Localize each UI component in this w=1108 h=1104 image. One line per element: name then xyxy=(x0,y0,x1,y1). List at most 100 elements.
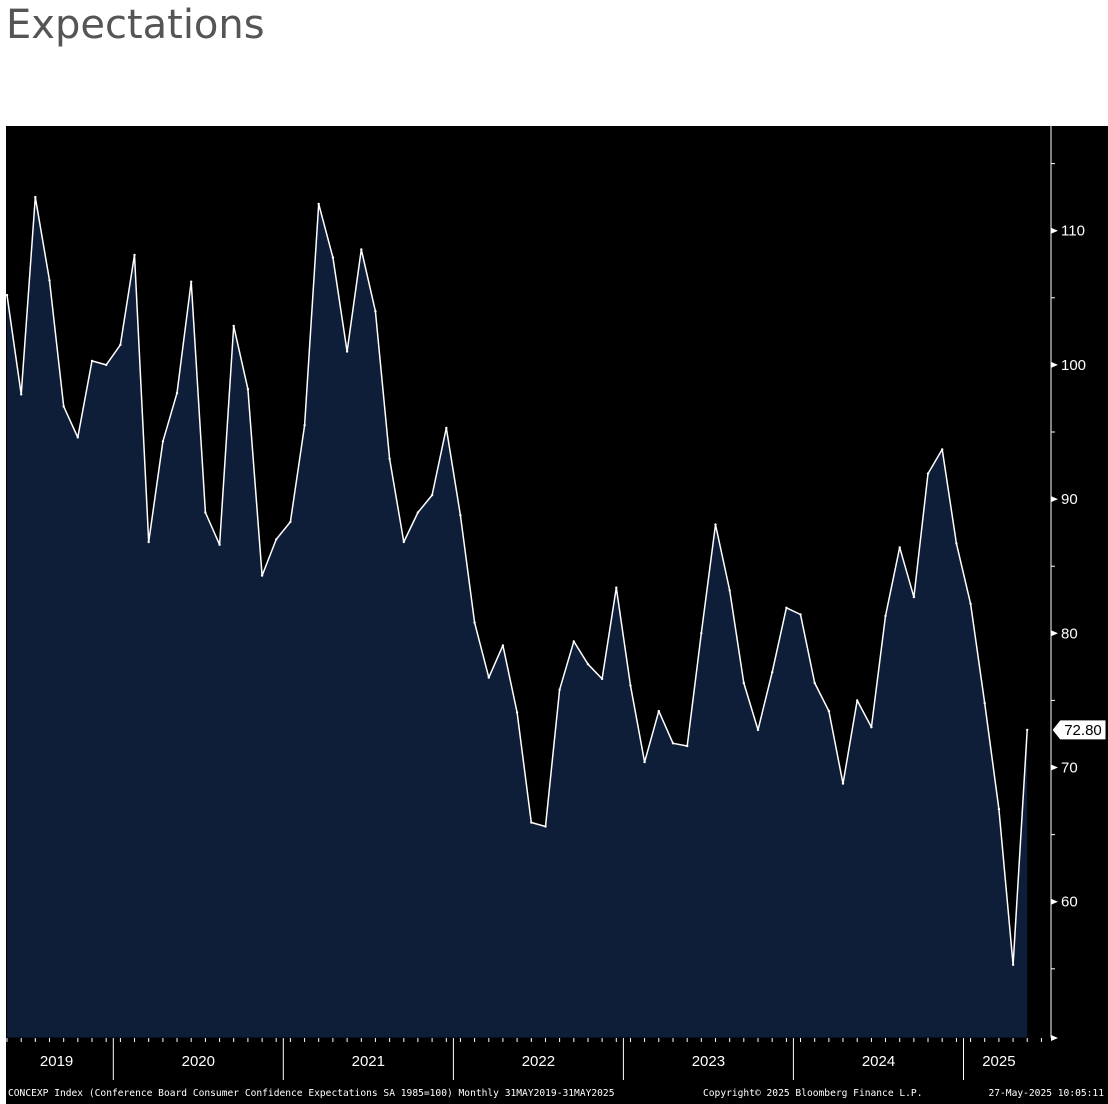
data-point-2024-04 xyxy=(841,782,845,785)
data-point-2020-11 xyxy=(260,574,264,577)
y-tick-label-70: 70 xyxy=(1061,760,1078,777)
data-point-2025-01 xyxy=(969,602,972,605)
data-point-2020-06 xyxy=(190,280,193,283)
data-point-2020-07 xyxy=(204,511,207,514)
data-point-2023-04 xyxy=(671,742,675,745)
data-point-2024-09 xyxy=(912,595,916,599)
data-point-2020-05 xyxy=(175,391,179,395)
data-point-2024-07 xyxy=(884,614,887,618)
x-axis: 2019 2020 2021 2022 2023 2024 2025 xyxy=(6,1037,1051,1080)
data-point-2024-05 xyxy=(856,699,859,702)
y-tick-mark-100 xyxy=(1051,361,1058,368)
y-tick-mark-80 xyxy=(1051,630,1058,637)
y-tick-label-60: 60 xyxy=(1061,894,1078,911)
y-tick-mark-110 xyxy=(1051,227,1058,234)
x-year-label-2024: 2024 xyxy=(862,1053,895,1070)
data-point-2023-10 xyxy=(756,728,760,732)
data-point-2024-02 xyxy=(813,681,816,685)
x-year-label-2022: 2022 xyxy=(522,1053,555,1070)
data-point-2020-10 xyxy=(246,387,250,391)
data-point-2020-08 xyxy=(218,543,221,546)
data-point-2024-06 xyxy=(870,726,873,729)
data-point-2024-03 xyxy=(827,709,831,713)
data-point-2020-12 xyxy=(275,538,278,541)
x-year-label-2025: 2025 xyxy=(982,1053,1015,1070)
data-point-2019-08 xyxy=(48,279,51,282)
data-point-2022-06 xyxy=(530,821,533,824)
data-point-2021-03 xyxy=(317,202,320,206)
data-point-2022-11 xyxy=(600,677,604,681)
y-tick-mark-bottom xyxy=(1051,1035,1058,1041)
data-point-2023-06 xyxy=(700,632,703,635)
data-point-2022-08 xyxy=(558,688,561,691)
data-point-2021-11 xyxy=(430,493,434,497)
data-point-2019-11 xyxy=(90,359,94,363)
y-tick-mark-90 xyxy=(1051,496,1058,503)
data-point-2023-02 xyxy=(643,760,646,764)
data-point-2021-04 xyxy=(331,256,335,259)
data-point-2023-05 xyxy=(686,744,689,748)
y-tick-label-100: 100 xyxy=(1061,357,1086,374)
data-point-2021-12 xyxy=(445,426,448,430)
data-point-2022-02 xyxy=(473,621,476,624)
data-point-2019-09 xyxy=(62,405,65,408)
y-axis-ticks: 60 70 80 90 100 110 xyxy=(1051,163,1086,1041)
last-value-label: 72.80 xyxy=(1064,722,1102,739)
data-point-2019-12 xyxy=(105,363,108,367)
footer-timestamp: 27-May-2025 10:05:11 xyxy=(988,1088,1104,1099)
data-point-2022-09 xyxy=(572,640,575,643)
data-point-2022-12 xyxy=(615,586,618,589)
data-point-2024-11 xyxy=(941,448,944,451)
data-point-2025-02 xyxy=(983,701,986,705)
data-point-2022-05 xyxy=(515,711,519,714)
data-point-2023-01 xyxy=(629,684,632,687)
data-point-2020-01 xyxy=(119,343,122,346)
data-point-2020-09 xyxy=(232,324,235,328)
data-point-2021-06 xyxy=(360,248,363,251)
data-point-2022-07 xyxy=(544,825,547,828)
data-point-2024-08 xyxy=(898,546,901,549)
data-point-2021-01 xyxy=(289,520,292,524)
footer-copyright: Copyright© 2025 Bloomberg Finance L.P. xyxy=(703,1088,923,1099)
last-value-box xyxy=(1051,719,1107,741)
data-point-2019-06 xyxy=(20,393,23,396)
data-point-2020-03 xyxy=(147,540,150,544)
data-point-2024-12 xyxy=(955,542,958,545)
y-tick-label-80: 80 xyxy=(1061,625,1078,642)
x-year-label-2020: 2020 xyxy=(182,1053,215,1070)
data-point-2025-04 xyxy=(1011,963,1015,966)
y-tick-mark-70 xyxy=(1051,764,1058,771)
data-point-2022-10 xyxy=(586,663,590,666)
data-point-2022-04 xyxy=(501,644,505,647)
data-point-2021-07 xyxy=(374,310,377,313)
data-point-2021-02 xyxy=(303,424,306,427)
data-point-2023-07 xyxy=(714,523,717,526)
data-point-2021-05 xyxy=(345,350,349,353)
data-point-2019-07 xyxy=(34,195,37,199)
last-value-marker: 72.80 xyxy=(1051,719,1107,741)
data-point-2020-02 xyxy=(133,253,136,257)
data-point-2022-01 xyxy=(459,514,462,517)
data-point-2023-03 xyxy=(657,709,660,713)
y-tick-label-110: 110 xyxy=(1061,223,1085,240)
data-point-2021-10 xyxy=(416,511,420,514)
area-fill xyxy=(7,197,1028,1039)
data-point-2023-09 xyxy=(742,681,745,685)
point-markers xyxy=(6,195,1029,966)
x-year-label-2023: 2023 xyxy=(692,1053,725,1070)
footer-source: CONCEXP Index (Conference Board Consumer… xyxy=(8,1088,614,1099)
chart-panel: 60 70 80 90 100 110 2019 2020 2021 2022 2023 2024 2… xyxy=(6,126,1108,1104)
data-point-2019-05 xyxy=(6,293,9,297)
data-point-2022-03 xyxy=(487,676,490,679)
data-point-2024-10 xyxy=(926,472,930,475)
data-point-2021-09 xyxy=(402,540,405,544)
data-point-2020-04 xyxy=(161,440,165,443)
data-point-2025-03 xyxy=(997,807,1001,811)
data-point-2023-08 xyxy=(728,589,731,592)
y-tick-mark-60 xyxy=(1051,898,1058,905)
page-title: Expectations xyxy=(6,2,265,48)
x-year-label-2021: 2021 xyxy=(352,1053,385,1070)
data-point-2023-11 xyxy=(771,671,774,674)
data-point-2023-12 xyxy=(785,606,788,609)
